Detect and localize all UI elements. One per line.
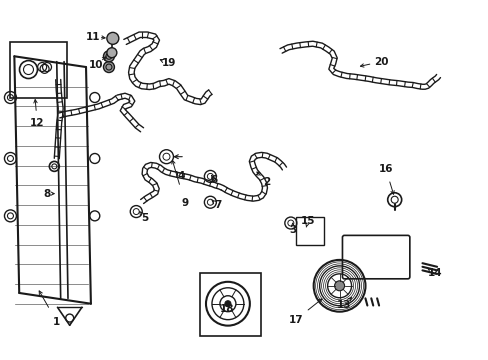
Circle shape xyxy=(103,62,114,72)
Text: 9: 9 xyxy=(181,198,188,208)
Text: 13: 13 xyxy=(337,300,351,310)
Text: 3: 3 xyxy=(289,225,296,235)
Text: 17: 17 xyxy=(288,315,303,325)
Text: 1: 1 xyxy=(53,317,61,327)
Circle shape xyxy=(106,53,112,59)
Circle shape xyxy=(107,48,117,58)
Text: 10: 10 xyxy=(88,60,103,70)
Text: 15: 15 xyxy=(300,216,314,226)
Circle shape xyxy=(334,281,344,291)
Text: 18: 18 xyxy=(220,304,234,314)
Bar xyxy=(295,217,324,244)
Text: 19: 19 xyxy=(162,58,176,68)
Text: 5: 5 xyxy=(141,213,148,222)
Text: 14: 14 xyxy=(427,268,441,278)
Text: 6: 6 xyxy=(210,175,217,185)
Text: 4: 4 xyxy=(177,171,184,181)
Circle shape xyxy=(106,64,112,70)
Text: 7: 7 xyxy=(214,200,221,210)
Text: 2: 2 xyxy=(262,177,269,187)
Text: 8: 8 xyxy=(43,189,51,199)
Bar xyxy=(10,42,66,98)
Text: 11: 11 xyxy=(86,32,101,41)
Circle shape xyxy=(103,51,114,62)
Bar xyxy=(199,273,260,336)
Text: 16: 16 xyxy=(378,164,392,174)
Circle shape xyxy=(107,32,119,44)
Text: 20: 20 xyxy=(373,57,387,67)
Text: 12: 12 xyxy=(30,118,44,128)
Circle shape xyxy=(224,301,230,307)
